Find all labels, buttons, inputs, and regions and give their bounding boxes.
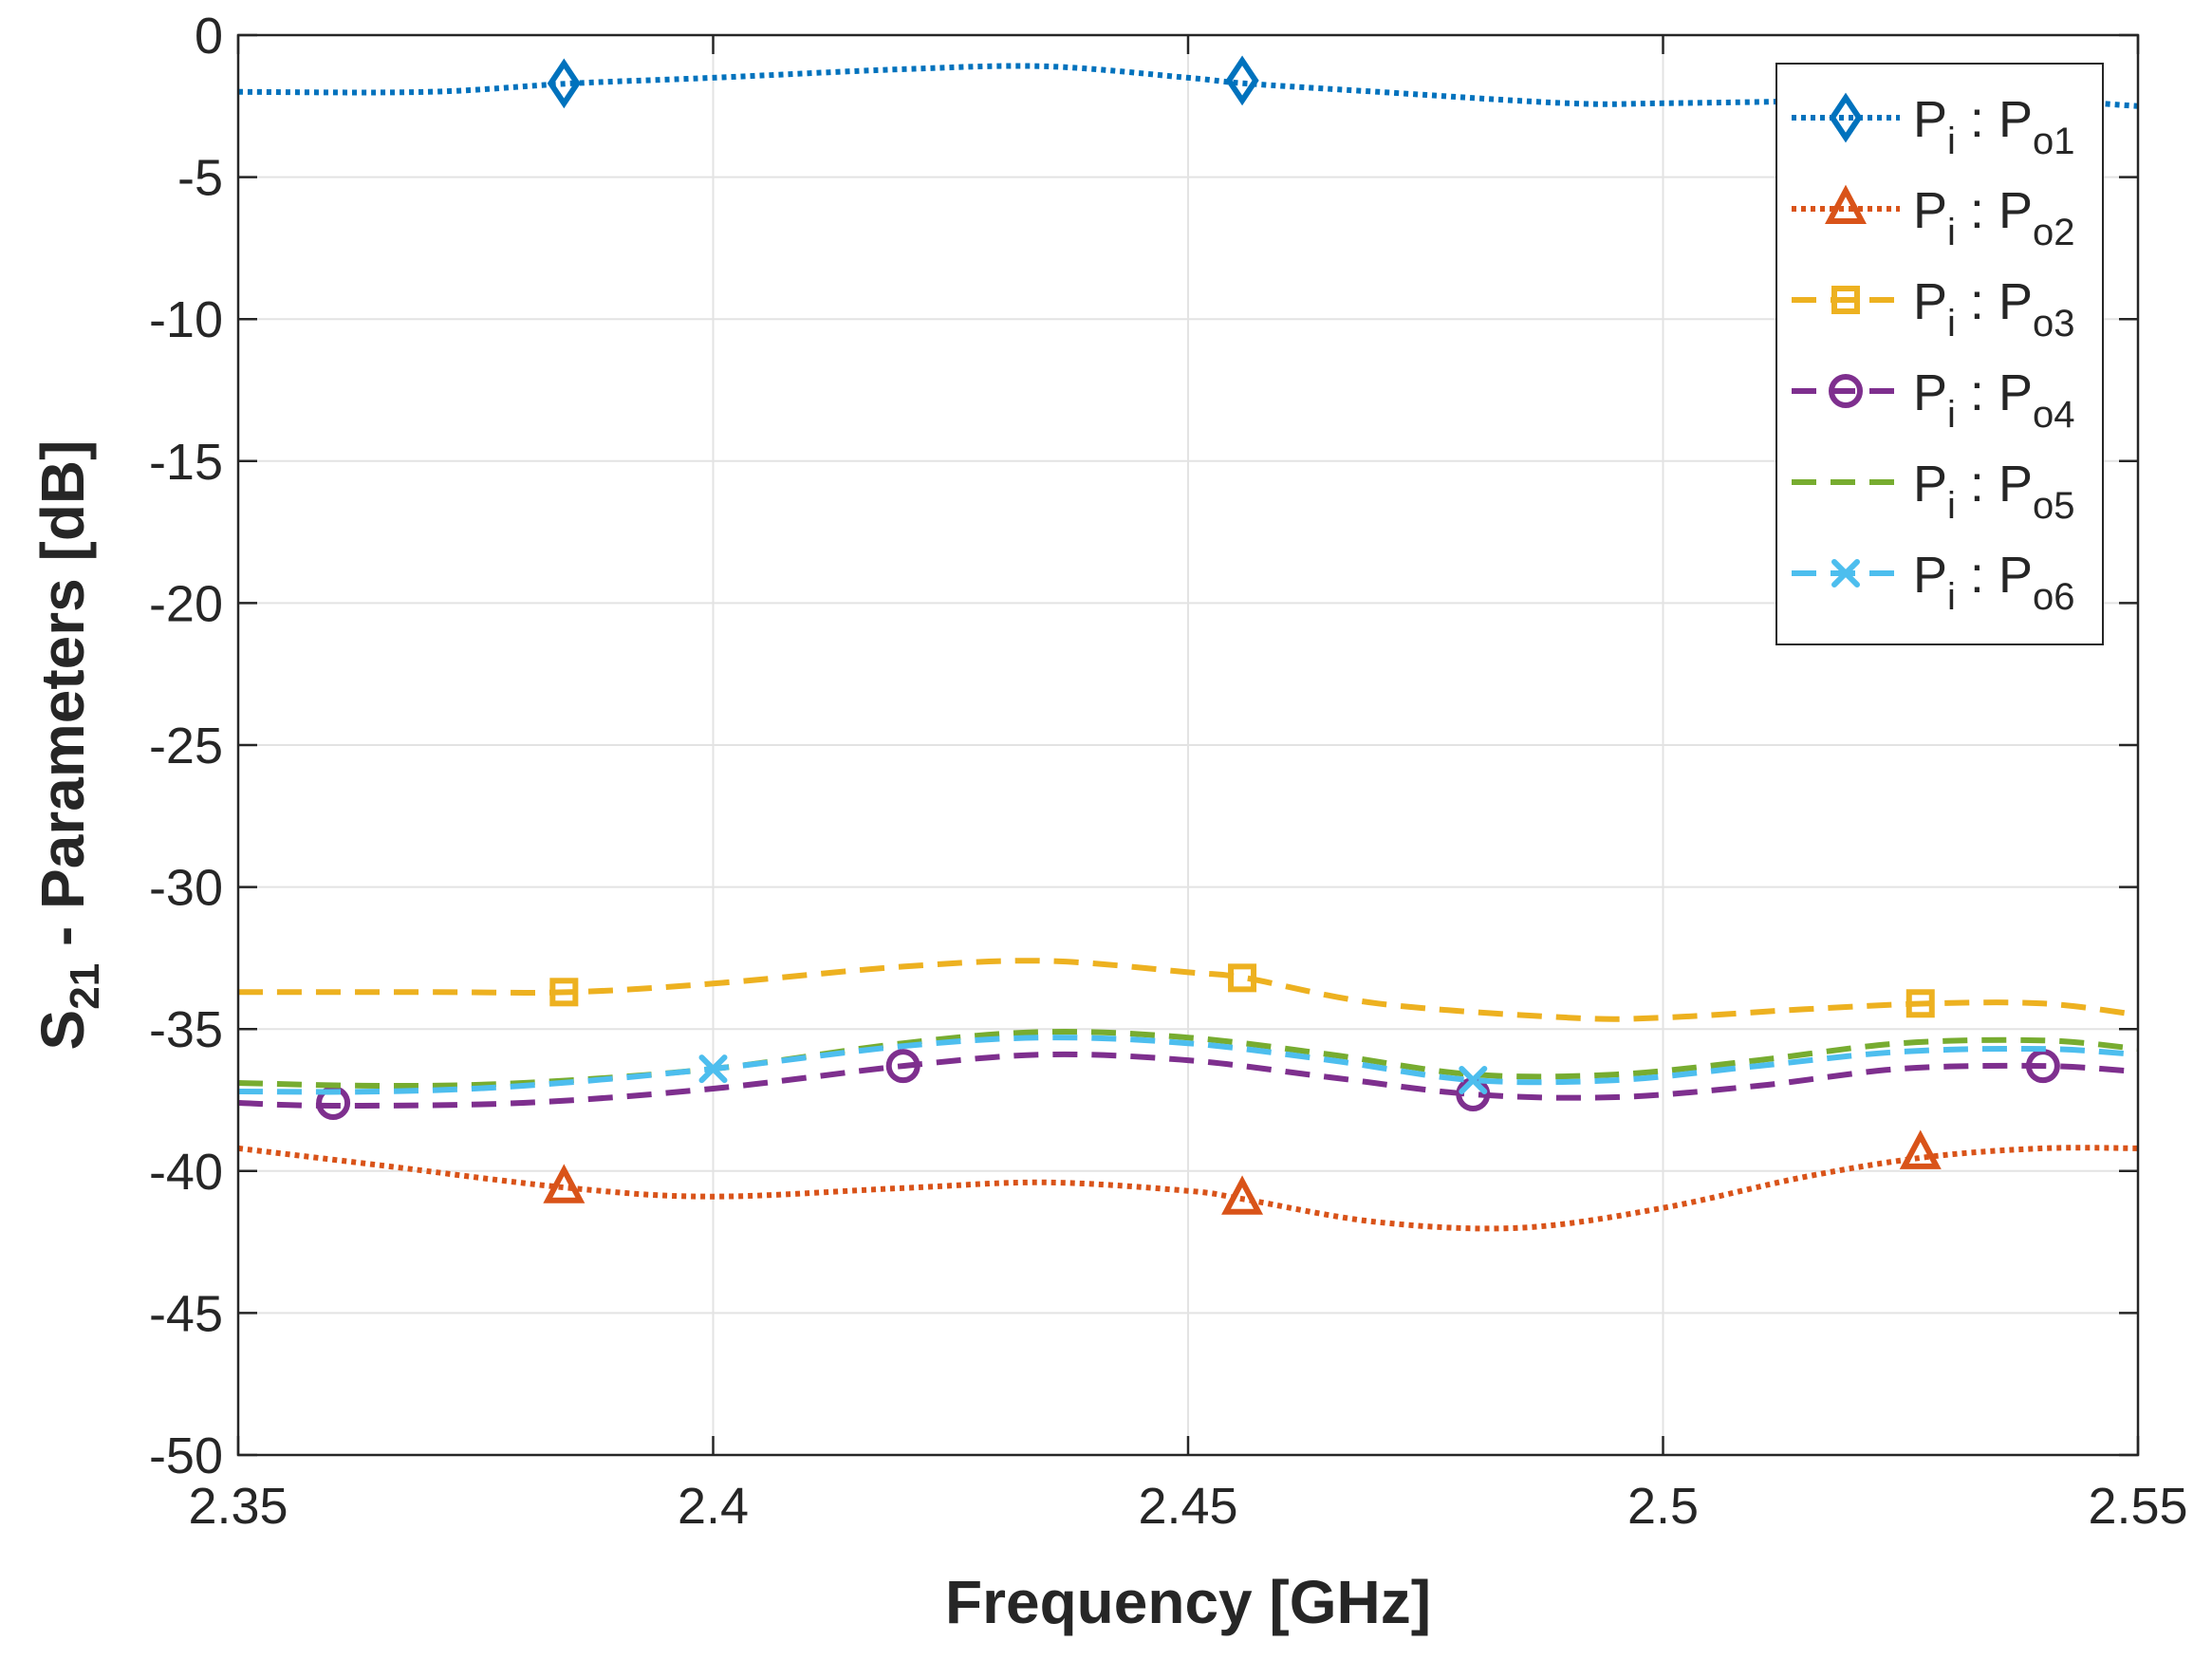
series-1-marker-diamond — [547, 58, 581, 109]
series-line-2 — [238, 1145, 2138, 1232]
x-tick-label: 2.4 — [678, 1478, 749, 1535]
series-3-marker-square — [549, 978, 579, 1007]
legend-marker-x — [1831, 559, 1860, 588]
axes: 2.35 2.4 2.45 2.5 2.55 0 -5 -10 -15 -20 -25 -30 -35 -… — [28, 8, 2188, 1636]
legend-entry-6: Pi : Po6 — [1792, 547, 2074, 618]
legend-label: Pi : Po6 — [1913, 547, 2074, 618]
series-1-marker-diamond — [1225, 55, 1259, 106]
legend-label: Pi : Po5 — [1913, 456, 2074, 527]
series-4-marker-circle — [885, 1049, 920, 1084]
legend-box — [1775, 63, 2104, 645]
series-2-marker-triangle — [1221, 1175, 1264, 1215]
x-axis-label: Frequency [GHz] — [945, 1568, 1431, 1636]
legend-label: Pi : Po2 — [1913, 182, 2074, 253]
y-tick-label: -45 — [149, 1285, 223, 1342]
legend-marker-triangle — [1825, 184, 1867, 224]
series-6 — [238, 1035, 2138, 1095]
legend-label: Pi : Po3 — [1913, 273, 2074, 345]
legend-label: Pi : Po4 — [1913, 364, 2074, 436]
y-tick-label: -30 — [149, 860, 223, 917]
series-line-5 — [238, 1029, 2138, 1090]
legend-entry-2: Pi : Po2 — [1792, 182, 2074, 253]
series-line-6 — [238, 1035, 2138, 1095]
legend-marker-diamond — [1829, 92, 1863, 143]
y-tick-label: -40 — [149, 1144, 223, 1201]
y-tick-label: -10 — [149, 291, 223, 348]
series-6-marker-x — [698, 1054, 728, 1084]
y-tick-label: -5 — [177, 150, 223, 207]
legend-marker-circle — [1829, 374, 1863, 408]
x-tick-label: 2.5 — [1627, 1478, 1699, 1535]
y-tick-label: -20 — [149, 575, 223, 632]
y-axis-label: S21 - Parameters [dB] — [28, 440, 108, 1051]
series-5 — [238, 1029, 2138, 1090]
y-tick-label: -15 — [149, 434, 223, 491]
series-2-marker-triangle — [543, 1164, 586, 1203]
series-2 — [238, 1129, 2138, 1232]
y-tick-label: -25 — [149, 718, 223, 774]
series-3-marker-square — [1228, 963, 1257, 993]
y-tick-label: -35 — [149, 1001, 223, 1058]
series-line-4 — [238, 1051, 2138, 1110]
legend-label: Pi : Po1 — [1913, 91, 2074, 162]
legend-entry-3: Pi : Po3 — [1792, 273, 2074, 345]
x-tick-label: 2.45 — [1138, 1478, 1237, 1535]
legend-entry-5: Pi : Po5 — [1792, 456, 2074, 527]
x-tick-label: 2.55 — [2088, 1478, 2187, 1535]
series-3-marker-square — [1905, 989, 1935, 1018]
series-3 — [238, 958, 2138, 1022]
series-6-marker-x — [1459, 1066, 1488, 1095]
legend-entry-1: Pi : Po1 — [1792, 91, 2074, 162]
legend-entry-4: Pi : Po4 — [1792, 364, 2074, 436]
series-4-marker-circle — [316, 1085, 351, 1120]
y-tick-label: 0 — [195, 8, 223, 65]
series-2-marker-triangle — [1899, 1129, 1942, 1169]
legend: Pi : Po1 Pi : Po2 Pi : Po3 Pi : Po4 Pi : Po5… — [1775, 63, 2104, 645]
legend-marker-square — [1831, 286, 1860, 314]
x-tick-label: 2.35 — [188, 1478, 288, 1535]
y-tick-label: -50 — [149, 1427, 223, 1484]
